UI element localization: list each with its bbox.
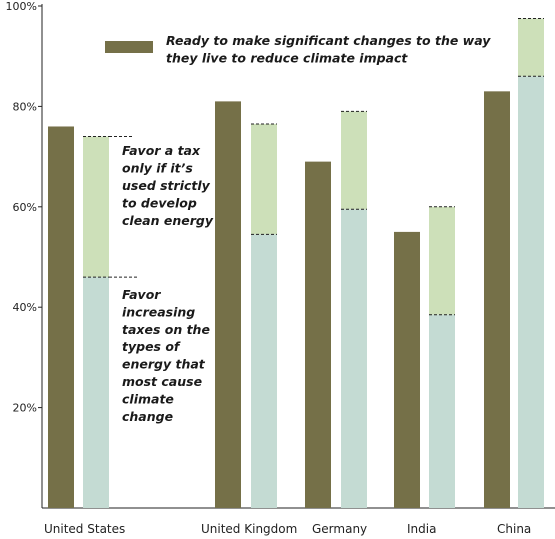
annotation-tax-only-line: clean energy xyxy=(122,213,214,228)
bar-increase-taxes xyxy=(429,314,455,508)
annotation-increase-line: Favor xyxy=(122,287,161,302)
annotation-increase-line: most cause xyxy=(122,374,202,389)
annotation-increase-line: climate xyxy=(122,391,174,406)
y-tick-label: 20% xyxy=(13,402,37,415)
category-label: Germany xyxy=(312,522,367,536)
annotation-increase-line: increasing xyxy=(122,304,195,319)
bar-ready xyxy=(394,231,420,508)
annotation-tax-only-line: used strictly xyxy=(122,178,211,193)
bar-tax-only xyxy=(341,111,367,210)
bar-ready xyxy=(48,126,74,508)
category-label: United States xyxy=(44,522,125,536)
annotation-tax-only-line: to develop xyxy=(122,196,197,211)
annotation-increase-line: taxes on the xyxy=(122,322,210,337)
bar-tax-only xyxy=(83,136,109,278)
bar-tax-only xyxy=(429,206,455,315)
annotation-increase-line: change xyxy=(122,409,173,424)
annotation-tax-only-line: only if it’s xyxy=(122,161,193,176)
category-label: India xyxy=(407,522,436,536)
category-label: China xyxy=(497,522,531,536)
category-label: United Kingdom xyxy=(201,522,297,536)
legend-label: they live to reduce climate impact xyxy=(166,51,408,66)
legend-label: Ready to make significant changes to the… xyxy=(166,33,491,48)
bar-tax-only xyxy=(251,123,277,235)
bar-ready xyxy=(215,101,241,508)
bar-ready xyxy=(305,161,331,508)
bar-increase-taxes xyxy=(341,209,367,508)
annotation-tax-only-line: Favor a tax xyxy=(122,143,201,158)
y-tick-label: 80% xyxy=(13,100,37,113)
bar-ready xyxy=(484,91,510,508)
bar-increase-taxes xyxy=(518,76,544,508)
y-tick-label: 60% xyxy=(13,201,37,214)
legend-swatch-ready xyxy=(105,41,153,53)
annotation-increase-line: energy that xyxy=(122,357,206,372)
bar-increase-taxes xyxy=(251,234,277,508)
y-tick-label: 40% xyxy=(13,301,37,314)
bar-increase-taxes xyxy=(83,277,109,508)
annotation-increase-line: types of xyxy=(122,339,181,354)
y-tick-label: 100% xyxy=(6,0,37,13)
bar-tax-only xyxy=(518,18,544,77)
